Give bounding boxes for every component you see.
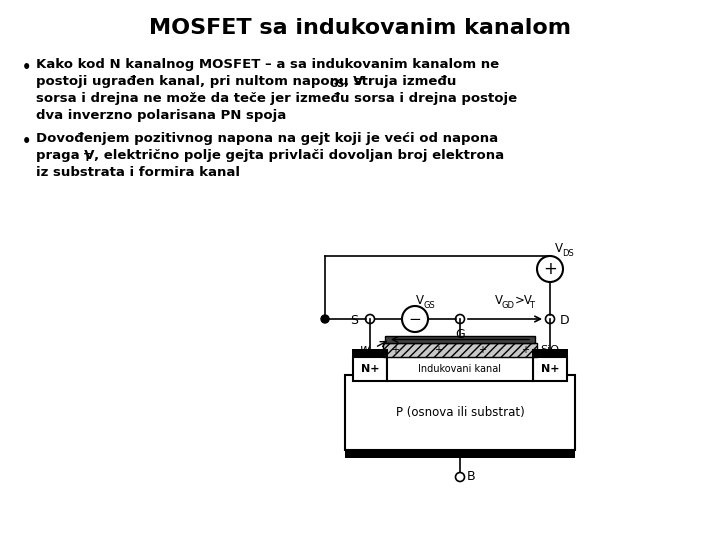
Text: 2: 2: [560, 349, 565, 359]
Text: V: V: [495, 294, 503, 307]
Text: −: −: [409, 312, 421, 327]
Bar: [533, 357, 567, 381]
Bar: [383, 343, 537, 357]
Bar: [383, 343, 537, 357]
Text: Dovođenjem pozitivnog napona na gejt koji je veći od napona: Dovođenjem pozitivnog napona na gejt koj…: [36, 132, 498, 145]
Text: •: •: [22, 134, 32, 149]
Text: praga V: praga V: [36, 149, 94, 162]
Bar: [345, 450, 575, 458]
Text: S: S: [350, 314, 358, 327]
Text: -: -: [468, 338, 472, 348]
Text: P (osnova ili substrat): P (osnova ili substrat): [395, 406, 524, 419]
Text: dva inverzno polarisana PN spoja: dva inverzno polarisana PN spoja: [36, 109, 287, 122]
Text: -: -: [508, 338, 511, 348]
Bar: [532, 349, 568, 357]
Text: , struja između: , struja između: [344, 75, 456, 88]
Text: >V: >V: [515, 294, 533, 307]
Bar: [387, 357, 533, 381]
Bar: [385, 336, 535, 343]
Text: Indukovani kanal: Indukovani kanal: [418, 364, 502, 374]
Bar: [385, 336, 535, 343]
Text: V: V: [416, 294, 424, 307]
Text: V: V: [555, 242, 563, 255]
Text: iz substrata i formira kanal: iz substrata i formira kanal: [36, 166, 240, 179]
Text: G: G: [455, 327, 465, 341]
Text: GS: GS: [329, 79, 344, 89]
Text: MOSFET sa indukovanim kanalom: MOSFET sa indukovanim kanalom: [149, 18, 571, 38]
Bar: [352, 349, 388, 357]
Bar: [353, 357, 387, 381]
Text: B: B: [467, 470, 475, 483]
Text: -: -: [409, 338, 413, 348]
Text: GD: GD: [502, 300, 515, 309]
Text: w: w: [360, 343, 370, 356]
Text: +: +: [434, 345, 442, 355]
Text: -: -: [428, 338, 432, 348]
Text: •: •: [22, 60, 32, 75]
Text: -: -: [488, 338, 491, 348]
Text: , električno polje gejta privlači dovoljan broj elektrona: , električno polje gejta privlači dovolj…: [94, 149, 504, 162]
Text: SiO: SiO: [540, 345, 559, 355]
Text: Kako kod N kanalnog MOSFET – a sa indukovanim kanalom ne: Kako kod N kanalnog MOSFET – a sa induko…: [36, 58, 499, 71]
Text: postoji ugrađen kanal, pri nultom naponu V: postoji ugrađen kanal, pri nultom naponu…: [36, 75, 364, 88]
Text: +: +: [543, 260, 557, 278]
Text: -: -: [390, 338, 392, 348]
Bar: [345, 375, 575, 450]
Text: -: -: [527, 338, 531, 348]
Text: +: +: [521, 345, 529, 355]
Text: -: -: [449, 338, 452, 348]
Text: D: D: [560, 314, 570, 327]
Text: +: +: [391, 345, 399, 355]
Text: N+: N+: [361, 364, 379, 374]
Circle shape: [321, 315, 329, 323]
Text: sorsa i drejna ne može da teče jer između sorsa i drejna postoje: sorsa i drejna ne može da teče jer izmeđ…: [36, 92, 517, 105]
Text: DS: DS: [562, 248, 574, 258]
Text: T: T: [529, 300, 534, 309]
Text: GS: GS: [423, 300, 435, 309]
Text: T: T: [84, 153, 91, 163]
Text: +: +: [477, 345, 486, 355]
Text: N+: N+: [541, 364, 559, 374]
